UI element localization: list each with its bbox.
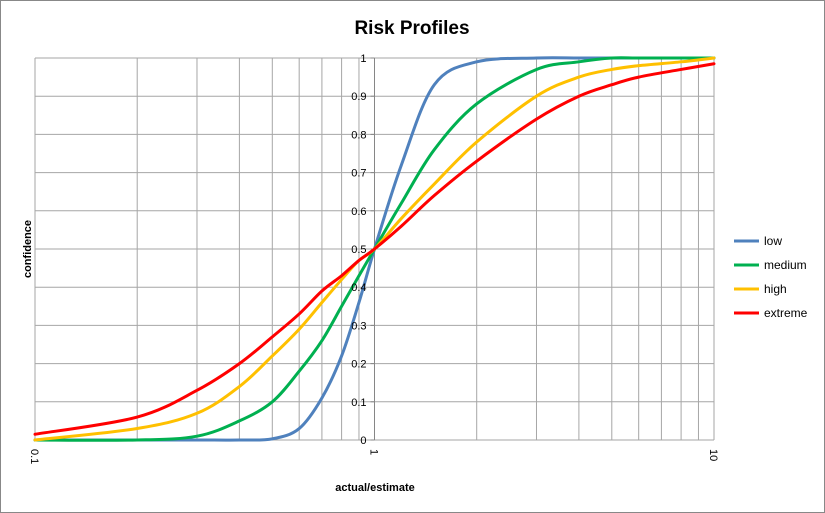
y-tick-label-1: 0.1	[351, 397, 366, 409]
y-axis-label: confidence	[22, 220, 34, 278]
x-tick-label-2: 10	[707, 449, 719, 461]
chart-title: Risk Profiles	[354, 18, 469, 39]
y-tick-label-2: 0.2	[351, 359, 366, 371]
x-tick-label-0: 0.1	[28, 449, 40, 464]
tick-labels: 0 0.1 0.2 0.3 0.4 0.5 0.6 0.7 0.8 0.9 1 0.1 1 10	[28, 53, 719, 464]
legend-label-high: high	[764, 282, 787, 296]
legend: low medium high extreme	[734, 234, 808, 320]
y-tick-label-9: 0.9	[351, 91, 366, 103]
legend-label-extreme: extreme	[764, 306, 808, 320]
y-tick-label-7: 0.7	[351, 168, 366, 180]
legend-label-medium: medium	[764, 258, 807, 272]
y-tick-label-6: 0.6	[351, 206, 366, 218]
series-lines	[33, 56, 716, 442]
y-tick-label-5: 0.5	[351, 244, 366, 256]
y-tick-label-4: 0.4	[351, 282, 366, 294]
y-tick-label-3: 0.3	[351, 320, 366, 332]
x-tick-label-1: 1	[368, 449, 380, 455]
y-tick-label-8: 0.8	[351, 129, 366, 141]
legend-label-low: low	[764, 234, 782, 248]
y-tick-label-10: 1	[360, 53, 366, 65]
x-axis-label: actual/estimate	[335, 482, 414, 494]
y-tick-label-0: 0	[360, 435, 366, 447]
series-line-extreme	[33, 62, 716, 436]
